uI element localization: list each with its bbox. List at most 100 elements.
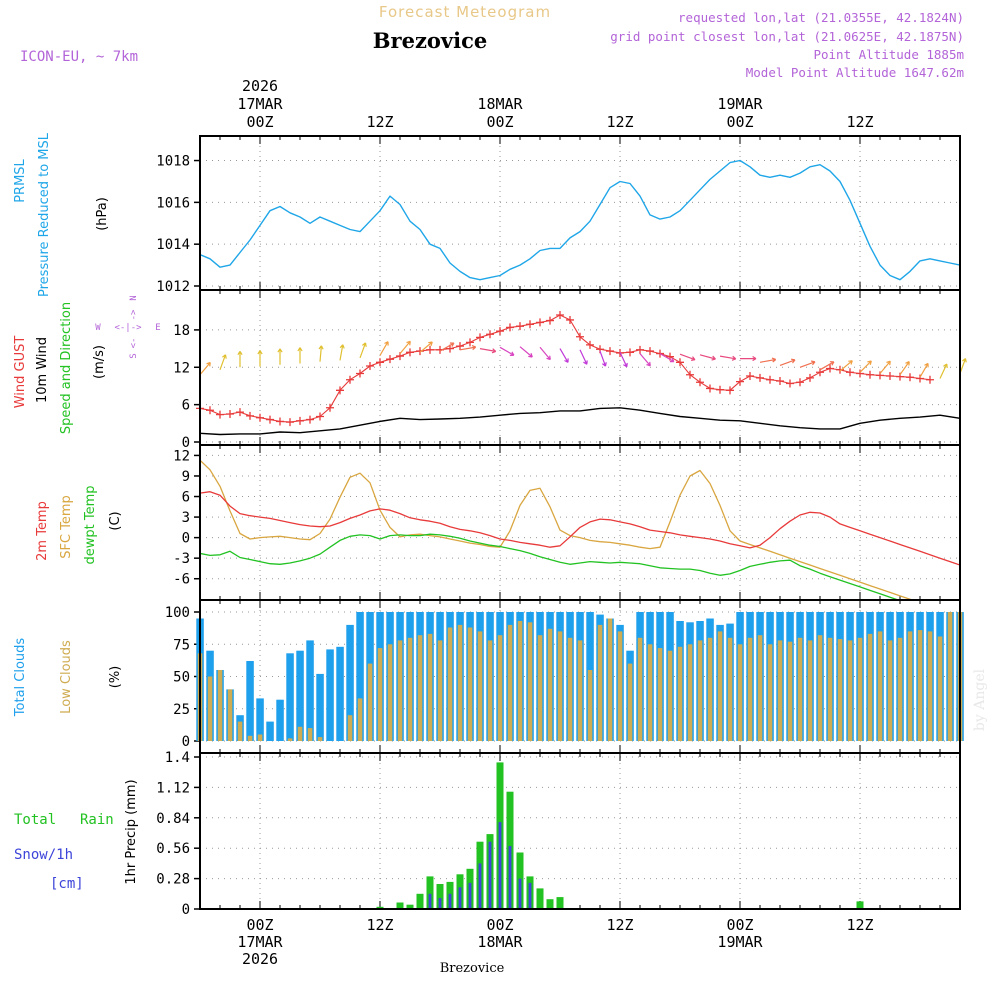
gust-point — [456, 342, 464, 351]
low-cloud-bar — [597, 624, 603, 741]
total-cloud-bar — [336, 646, 344, 741]
snow-bar — [508, 846, 512, 909]
compass-e: E — [155, 323, 160, 333]
gust-point — [626, 348, 634, 357]
y-tick-label: 3 — [182, 510, 190, 526]
rain-bar — [546, 899, 554, 909]
gust-point — [226, 409, 234, 418]
y-tick-label: 0 — [182, 435, 190, 451]
low-cloud-bar — [777, 640, 783, 741]
temperature-panel: -6 -3 0 3 6 9 12 — [173, 444, 961, 601]
low-cloud-bar — [297, 726, 303, 741]
gust-point — [406, 348, 414, 357]
y-tick-label: 1014 — [156, 237, 190, 253]
clouds-panel: 0 25 50 75 100 — [165, 599, 964, 754]
temp-2m-line — [200, 491, 960, 566]
dewpt-line — [200, 533, 901, 600]
bottom-time-label: 00Z — [486, 916, 513, 934]
wind-arrow — [839, 360, 853, 372]
gust-point — [416, 347, 424, 356]
gust-point — [696, 378, 704, 387]
y-tick-label: 9 — [182, 469, 190, 485]
low-cloud-bar — [907, 631, 913, 741]
wind-arrow — [219, 354, 227, 371]
low-cloud-bar — [827, 637, 833, 741]
low-cloud-bar — [787, 641, 793, 741]
gridpoint-coords: grid point closest lon,lat (21.0625E, 42… — [610, 29, 964, 44]
gust-point — [506, 323, 514, 332]
low-cloud-bar — [917, 630, 923, 741]
gust-point — [336, 386, 344, 395]
wind-arrow — [599, 350, 607, 367]
rain-bar — [406, 904, 414, 909]
wind-arrow — [359, 342, 367, 359]
low-cloud-bar — [237, 721, 243, 741]
gust-point — [826, 364, 834, 373]
wind-arrow — [237, 350, 243, 368]
low-cloud-bar — [647, 644, 653, 742]
total-cloud-bar — [246, 661, 254, 741]
gust-point — [776, 376, 784, 385]
low-cloud-bar — [457, 624, 463, 741]
top-time-label: 19MAR — [717, 95, 763, 113]
gust-point — [266, 415, 274, 424]
low-cloud-bar — [677, 646, 683, 741]
gust-point — [576, 332, 584, 341]
gust-point — [836, 365, 844, 374]
bottom-time-label: 00Z — [726, 916, 753, 934]
low-cloud-bar — [687, 644, 693, 742]
gust-point — [606, 347, 614, 356]
wind-arrow — [699, 354, 716, 361]
gust-point — [476, 333, 484, 342]
snow-bar — [478, 863, 482, 909]
gust-point — [656, 349, 664, 358]
low-cloud-bar — [307, 728, 313, 741]
total-cloud-bar — [276, 699, 284, 741]
wind-arrow — [499, 346, 515, 356]
low-cloud-bar — [867, 633, 873, 741]
top-time-label: 17MAR — [237, 95, 283, 113]
low-cloud-bar — [697, 640, 703, 741]
wind-arrow — [439, 342, 455, 352]
gust-point — [296, 416, 304, 425]
low-cloud-bar — [637, 637, 643, 741]
gust-point — [286, 418, 294, 427]
low-cloud-bar — [517, 621, 523, 741]
gust-point — [556, 310, 564, 319]
low-cloud-bar — [477, 631, 483, 741]
bottom-time-label: 12Z — [606, 916, 633, 934]
model-altitude: Model Point Altitude 1647.62m — [746, 65, 964, 80]
gust-point — [916, 374, 924, 383]
wind-arrow — [318, 345, 324, 362]
wind-arrow — [740, 355, 757, 362]
prmsl-label: PRMSL — [13, 158, 28, 202]
y-tick-label: 12 — [173, 448, 190, 464]
low-cloud-bar — [887, 640, 893, 741]
low-cloud-bar — [377, 648, 383, 741]
gust-point — [306, 415, 314, 424]
low-cloud-bar — [587, 670, 593, 741]
pressure-line — [199, 159, 961, 281]
low-cloud-bar — [577, 640, 583, 741]
bottom-time-label: 2026 — [242, 950, 278, 968]
low-cloud-bar — [617, 631, 623, 741]
wind-arrow — [559, 348, 569, 363]
panel-frame — [199, 135, 961, 291]
low-cloud-bar — [487, 640, 493, 741]
gust-point — [516, 322, 524, 331]
gust-point — [806, 373, 814, 382]
wind-arrow — [459, 345, 477, 351]
bottom-time-label: 00Z — [246, 916, 273, 934]
top-time-label: 18MAR — [477, 95, 523, 113]
y-tick-label: 0.28 — [156, 872, 190, 888]
wind-arrow — [879, 360, 891, 374]
rain-bar — [536, 888, 544, 909]
y-tick-label: 0 — [182, 902, 190, 918]
total-cloud-bar — [256, 698, 264, 741]
rain-bar — [396, 902, 404, 909]
low-cloud-bar — [737, 644, 743, 742]
gust-point — [926, 375, 934, 384]
gust-point — [386, 355, 394, 364]
y-tick-label: 75 — [173, 637, 190, 653]
cloud-unit-label: (%) — [108, 666, 123, 689]
